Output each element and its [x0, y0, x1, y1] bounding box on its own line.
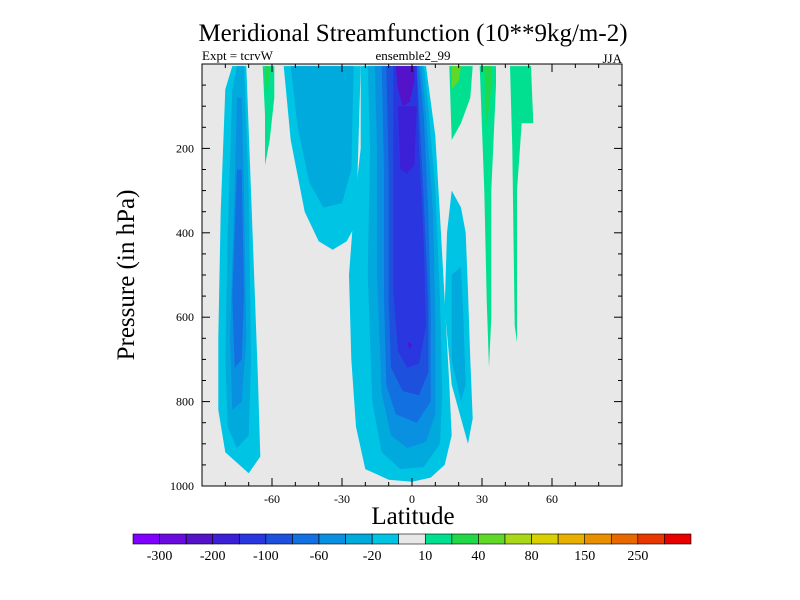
y-tick-label: 1000 [170, 479, 194, 493]
colorbar-label: -100 [253, 549, 279, 564]
colorbar-swatch [159, 533, 187, 545]
x-tick-label: -30 [334, 492, 350, 506]
contour-region-green-nh-2 [479, 66, 496, 368]
x-tick-label: -60 [264, 492, 280, 506]
contour-region-green-sh-inner [265, 66, 270, 98]
x-tick-label: 60 [546, 492, 558, 506]
colorbar-swatch [132, 533, 160, 545]
colorbar-label: -60 [310, 549, 329, 564]
contour-region-core-dot [407, 341, 412, 350]
colorbar-swatch [637, 533, 665, 545]
contour-region-central-top-inner [398, 106, 417, 174]
colorbar-label: -200 [200, 549, 226, 564]
colorbar-swatch [478, 533, 506, 545]
colorbar-label: -300 [147, 549, 173, 564]
colorbar-swatch [265, 533, 293, 545]
colorbar-swatch [212, 533, 240, 545]
contour-region-sh-upper-level1 [290, 66, 354, 208]
colorbar-label: 40 [471, 549, 485, 564]
colorbar-swatch [238, 533, 267, 545]
contour-region-green-nh-4 [519, 97, 534, 124]
contour-region-sh-cell-level3 [232, 169, 244, 368]
y-tick-label: 400 [176, 226, 194, 240]
contour-region-central-top-core [395, 66, 415, 107]
colorbar-swatch [584, 533, 612, 545]
colorbar-swatch [318, 533, 346, 545]
colorbar-swatch [451, 533, 479, 545]
colorbar-swatch [557, 533, 586, 545]
y-tick-label: 600 [176, 310, 194, 324]
subtitle-right: JJA [602, 51, 622, 66]
colorbar-swatch [664, 533, 692, 545]
axis-ticks: -60 -30 0 30 60 200 400 600 800 1000 [170, 63, 623, 506]
y-axis-label: Pressure (in hPa) [113, 190, 140, 361]
y-tick-label: 800 [176, 395, 194, 409]
colorbar-swatch [398, 533, 426, 545]
colorbar-label: 150 [574, 549, 595, 564]
colorbar-swatch [345, 533, 373, 545]
colorbar-label: 80 [525, 549, 539, 564]
colorbar-swatch [424, 533, 453, 545]
x-tick-label: 30 [476, 492, 488, 506]
colorbar-swatch [292, 533, 320, 545]
y-tick-label: 200 [176, 141, 194, 155]
contour-region-nh-lobe-level1 [451, 266, 466, 402]
subtitle-center: ensemble2_99 [375, 48, 450, 63]
contour-region-green-nh-1-inner [451, 66, 461, 90]
colorbar-swatch [504, 533, 532, 545]
colorbar-swatch [531, 533, 559, 545]
chart-title: Meridional Streamfunction (10**9kg/m-2) [198, 20, 627, 47]
colorbar-swatch [185, 533, 214, 545]
contour-region-green-nh-2-inner [484, 66, 492, 128]
colorbar-label: -20 [363, 549, 382, 564]
contour-regions [218, 66, 534, 482]
colorbar-swatch [371, 533, 400, 545]
colorbar: -300 -200 -100 -60 -20 10 40 80 150 250 [132, 533, 692, 564]
x-tick-label: 0 [409, 492, 415, 506]
colorbar-label: 10 [418, 549, 432, 564]
colorbar-label: 250 [627, 549, 648, 564]
contour-region-green-strip-sh [262, 66, 275, 166]
subtitle-left: Expt = tcrvW [202, 48, 274, 63]
contour-region-green-nh-3 [510, 66, 534, 343]
x-axis-label: Latitude [371, 503, 454, 530]
colorbar-swatch [610, 533, 639, 545]
